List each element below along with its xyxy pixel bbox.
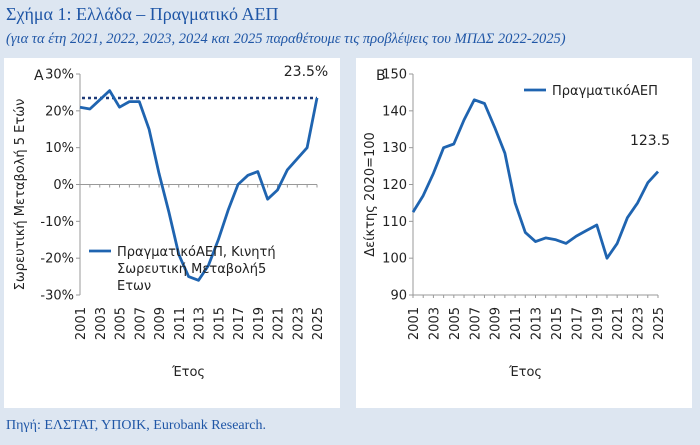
legend-label: ΠραγματικόΑΕΠ xyxy=(552,84,658,99)
page-title: Σχήμα 1: Ελλάδα – Πραγματικό ΑΕΠ xyxy=(6,4,279,24)
x-tick-label: 2021 xyxy=(611,307,626,340)
x-tick-label: 2015 xyxy=(212,307,227,340)
series-line xyxy=(79,89,319,282)
x-tick-label: 2009 xyxy=(153,307,168,340)
y-tick-label: -10% xyxy=(40,215,74,230)
x-tick-label: 2001 xyxy=(407,307,422,340)
x-tick-label: 2005 xyxy=(448,307,463,340)
legend-label: ΠραγματικόΑΕΠ, Κινητή xyxy=(117,245,276,260)
x-tick-label: 2017 xyxy=(570,307,585,340)
y-tick-label: 150 xyxy=(382,68,407,83)
x-tick-label: 2025 xyxy=(652,307,667,340)
y-axis-title: Σωρευτική Μεταβολή 5 Ετών xyxy=(13,99,28,291)
panel-letter: B xyxy=(376,68,386,84)
chart-b-svg: 90 100 110 120 130 140 150 2001 2003 2005 2007 2009… xyxy=(363,68,670,381)
y-tick-label: -30% xyxy=(40,289,74,304)
y-tick-label: 20% xyxy=(45,104,74,119)
chart-panel-a: -30% -20% -10% 0% 10% 20% 30% 2001 2003 2005 2007 2… xyxy=(4,58,340,408)
y-tick-label: 0% xyxy=(53,178,74,193)
series-line xyxy=(411,98,660,260)
y-tick-label: 30% xyxy=(45,68,74,83)
y-tick-label: 10% xyxy=(45,141,74,156)
x-tick-label: 2013 xyxy=(530,307,545,340)
y-tick-label: 130 xyxy=(382,141,407,156)
x-tick-label: 2011 xyxy=(173,307,188,340)
chart-panel-b: 90 100 110 120 130 140 150 2001 2003 2005 2007 2009… xyxy=(356,58,692,408)
x-tick-label: 2003 xyxy=(427,307,442,340)
x-tick-label: 2011 xyxy=(509,307,524,340)
legend-label: Σωρευτική Μεταβολή5 xyxy=(117,262,266,277)
x-axis-title: Έτος xyxy=(508,365,542,380)
x-tick-label: 2005 xyxy=(114,307,129,340)
x-tick-label: 2019 xyxy=(591,307,606,340)
source-note: Πηγή: ΕΛΣΤΑΤ, ΥΠΟΙΚ, Eurobank Research. xyxy=(6,418,267,433)
x-tick-label: 2013 xyxy=(193,307,208,340)
value-annotation: 23.5% xyxy=(284,64,328,80)
legend-label: Ετων xyxy=(117,279,151,294)
y-tick-label: 120 xyxy=(382,178,407,193)
x-tick-label: 2017 xyxy=(232,307,247,340)
x-tick-label: 2021 xyxy=(272,307,287,340)
x-tick-label: 2009 xyxy=(489,307,504,340)
y-tick-label: -20% xyxy=(40,252,74,267)
y-tick-label: 100 xyxy=(382,252,407,267)
y-axis-title: Δείκτης 2020=100 xyxy=(363,132,378,257)
page-subtitle: (για τα έτη 2021, 2022, 2023, 2024 και 2… xyxy=(6,31,566,47)
x-tick-label: 2001 xyxy=(74,307,89,340)
chart-a-svg: -30% -20% -10% 0% 10% 20% 30% 2001 2003 2005 2007 2… xyxy=(13,64,328,380)
x-tick-label: 2019 xyxy=(252,307,267,340)
x-axis-title: Έτος xyxy=(171,365,205,380)
x-tick-label: 2003 xyxy=(94,307,109,340)
y-tick-label: 90 xyxy=(390,289,407,304)
x-tick-label: 2015 xyxy=(550,307,565,340)
x-tick-label: 2007 xyxy=(468,307,483,340)
y-tick-label: 140 xyxy=(382,104,407,119)
x-tick-label: 2025 xyxy=(311,307,326,340)
x-tick-label: 2007 xyxy=(133,307,148,340)
panel-letter: A xyxy=(34,68,44,84)
y-tick-label: 110 xyxy=(382,215,407,230)
x-tick-label: 2023 xyxy=(632,307,647,340)
value-annotation: 123.5 xyxy=(630,133,670,149)
x-tick-label: 2023 xyxy=(291,307,306,340)
